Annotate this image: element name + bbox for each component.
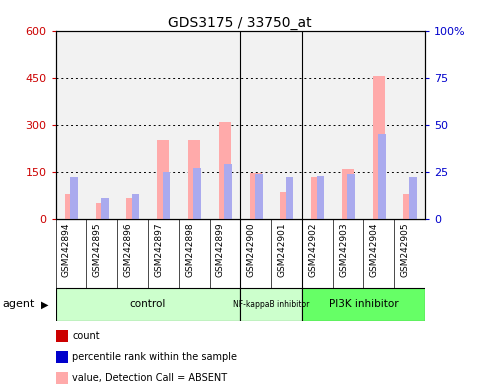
Bar — [117, 31, 148, 219]
Bar — [210, 31, 240, 219]
Text: GSM242897: GSM242897 — [154, 222, 163, 277]
Bar — [280, 192, 293, 219]
Bar — [302, 31, 333, 219]
Bar — [316, 175, 324, 219]
Bar — [364, 31, 394, 219]
Bar — [286, 177, 293, 219]
Text: GSM242894: GSM242894 — [62, 222, 71, 277]
Bar — [86, 31, 117, 219]
Bar — [132, 194, 140, 219]
Bar — [70, 177, 78, 219]
Text: GSM242902: GSM242902 — [308, 222, 317, 277]
Bar — [157, 141, 170, 219]
Text: GSM242895: GSM242895 — [93, 222, 102, 277]
Text: ▶: ▶ — [41, 299, 49, 310]
Bar — [250, 174, 262, 219]
Bar — [347, 174, 355, 219]
Title: GDS3175 / 33750_at: GDS3175 / 33750_at — [169, 16, 312, 30]
Bar — [378, 134, 386, 219]
Bar — [394, 31, 425, 219]
Text: GSM242901: GSM242901 — [277, 222, 286, 277]
Bar — [255, 174, 263, 219]
Text: NF-kappaB inhibitor: NF-kappaB inhibitor — [233, 300, 309, 309]
Bar — [101, 198, 109, 219]
Bar — [56, 31, 86, 219]
Text: GSM242904: GSM242904 — [370, 222, 379, 277]
Text: GSM242903: GSM242903 — [339, 222, 348, 277]
Bar — [179, 31, 210, 219]
Text: GSM242900: GSM242900 — [247, 222, 256, 277]
Text: value, Detection Call = ABSENT: value, Detection Call = ABSENT — [72, 373, 227, 383]
Bar — [271, 31, 302, 219]
Bar — [311, 177, 324, 219]
Bar — [373, 76, 385, 219]
Text: percentile rank within the sample: percentile rank within the sample — [72, 352, 238, 362]
Bar — [188, 141, 200, 219]
Bar — [333, 31, 364, 219]
Text: GSM242899: GSM242899 — [216, 222, 225, 277]
Bar — [240, 288, 302, 321]
Bar — [163, 172, 170, 219]
Text: count: count — [72, 331, 100, 341]
Text: agent: agent — [2, 299, 35, 310]
Text: PI3K inhibitor: PI3K inhibitor — [328, 299, 398, 310]
Bar — [96, 203, 108, 219]
Bar — [193, 168, 201, 219]
Text: GSM242898: GSM242898 — [185, 222, 194, 277]
Bar — [224, 164, 232, 219]
Bar — [65, 194, 77, 219]
Bar — [148, 31, 179, 219]
Bar — [409, 177, 416, 219]
Bar — [127, 199, 139, 219]
Bar — [302, 288, 425, 321]
Bar — [219, 122, 231, 219]
Text: GSM242905: GSM242905 — [400, 222, 410, 277]
Bar — [403, 194, 416, 219]
Bar — [56, 288, 241, 321]
Text: GSM242896: GSM242896 — [124, 222, 132, 277]
Bar — [342, 169, 354, 219]
Bar — [240, 31, 271, 219]
Text: control: control — [130, 299, 166, 310]
